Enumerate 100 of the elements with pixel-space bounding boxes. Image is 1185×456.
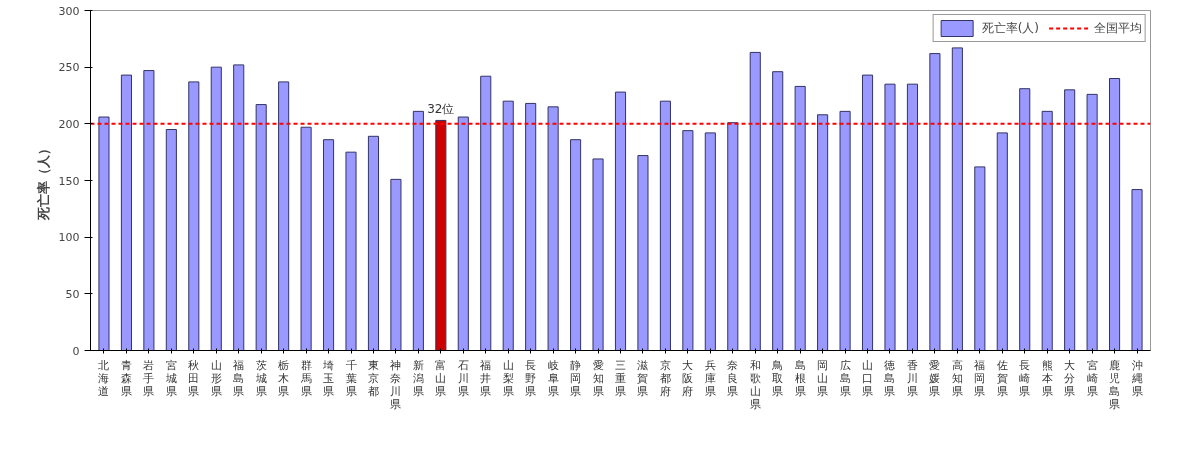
- y-tick-label: 0: [72, 344, 80, 358]
- x-tick-label: 神奈川県: [390, 358, 402, 411]
- x-tick-label: 長野県: [525, 358, 537, 398]
- x-tick-label: 岡山県: [817, 358, 829, 398]
- legend-label: 死亡率(人): [981, 19, 1039, 37]
- bar: [592, 158, 604, 351]
- x-tick-label: 鳥取県: [771, 358, 784, 398]
- x-tick-label: 和歌山県: [749, 358, 761, 411]
- bar: [278, 81, 290, 351]
- x-tick-label: 福島県: [233, 358, 245, 398]
- x-tick-label: 香川県: [906, 358, 918, 398]
- x-tick-label: 福岡県: [974, 358, 986, 398]
- bar: [233, 64, 245, 351]
- x-tick-label: 高知県: [951, 358, 963, 398]
- bar: [367, 135, 380, 351]
- bar: [659, 100, 671, 351]
- y-tick-label: 50: [65, 287, 80, 301]
- legend-label: 全国平均: [1094, 19, 1142, 37]
- bar: [1041, 110, 1053, 351]
- y-axis-title: 死亡率（人）: [35, 141, 51, 221]
- bar: [165, 129, 177, 351]
- x-tick-label: 兵庫県: [704, 358, 716, 398]
- x-tick-label: 愛媛県: [929, 358, 941, 398]
- bar: [525, 102, 537, 351]
- bar: [704, 132, 716, 351]
- bar: [1086, 93, 1098, 351]
- x-tick-label: 宮崎県: [1086, 358, 1098, 398]
- bar: [682, 130, 694, 351]
- bar: [502, 100, 514, 351]
- x-tick-label: 石川県: [457, 358, 469, 398]
- x-tick-label: 長崎県: [1019, 358, 1031, 398]
- bar: [570, 139, 582, 351]
- bar: [390, 178, 402, 351]
- bar: [839, 110, 851, 351]
- x-tick-label: 大分県: [1064, 358, 1076, 398]
- bar: [480, 75, 492, 351]
- bar: [323, 139, 335, 351]
- x-tick-label: 岩手県: [143, 358, 155, 398]
- bar: [98, 116, 110, 351]
- bar: [345, 151, 357, 351]
- x-tick-label: 群馬県: [299, 358, 312, 398]
- x-tick-label: 三重県: [615, 358, 626, 398]
- x-tick-label: 秋田県: [188, 358, 200, 398]
- bar: [727, 122, 739, 351]
- bar: [120, 74, 132, 351]
- bar: [1131, 189, 1143, 351]
- bar: [412, 110, 424, 351]
- x-tick-label: 千葉県: [345, 358, 357, 398]
- x-tick-label: 埼玉県: [322, 358, 335, 398]
- bar: [817, 114, 829, 351]
- y-tick-label: 150: [58, 174, 80, 188]
- bar: [749, 51, 761, 351]
- bar: [255, 104, 267, 351]
- x-tick-label: 山梨県: [502, 358, 514, 398]
- x-tick-label: 東京都: [367, 358, 379, 398]
- bar: [300, 126, 312, 351]
- bar: [435, 119, 447, 351]
- bar: [929, 53, 941, 351]
- x-tick-label: 北海道: [98, 358, 110, 398]
- x-tick-label: 滋賀県: [637, 358, 649, 398]
- x-tick-label: 青森県: [120, 358, 132, 398]
- bar: [188, 81, 200, 351]
- bar: [547, 106, 559, 351]
- x-tick-label: 福井県: [480, 358, 492, 398]
- y-tick-label: 100: [58, 231, 80, 245]
- y-tick-label: 250: [58, 61, 80, 75]
- bar: [457, 116, 469, 351]
- x-tick-label: 山口県: [862, 358, 874, 398]
- x-tick-label: 茨城県: [254, 358, 267, 398]
- bar: [637, 155, 649, 351]
- x-tick-label: 徳島県: [884, 358, 896, 398]
- bar: [884, 83, 896, 351]
- bar: [974, 166, 986, 351]
- x-tick-label: 新潟県: [412, 358, 424, 398]
- x-tick-label: 宮城県: [164, 358, 177, 398]
- bar: [210, 66, 222, 351]
- bar: [1019, 88, 1031, 351]
- x-tick-label: 沖縄県: [1130, 358, 1143, 398]
- bar: [861, 74, 874, 351]
- bar: [772, 71, 784, 351]
- bar: [951, 47, 963, 351]
- x-tick-label: 京都府: [659, 358, 671, 398]
- bar: [614, 91, 627, 351]
- x-tick-label: 奈良県: [727, 358, 739, 398]
- x-tick-label: 大阪府: [682, 358, 694, 398]
- x-tick-label: 島根県: [794, 358, 806, 398]
- x-tick-label: 岐阜県: [547, 358, 559, 398]
- y-tick-label: 300: [58, 4, 80, 18]
- x-tick-label: 富山県: [435, 358, 447, 398]
- x-tick-label: 鹿児島県: [1109, 358, 1121, 411]
- x-tick-label: 広島県: [839, 358, 851, 398]
- x-tick-label: 佐賀県: [996, 358, 1008, 398]
- x-tick-label: 愛知県: [592, 358, 604, 398]
- x-tick-label: 山形県: [210, 358, 222, 398]
- bar: [1064, 89, 1076, 351]
- x-tick-label: 熊本県: [1041, 358, 1053, 398]
- bar: [996, 132, 1008, 351]
- bar: [1109, 78, 1121, 351]
- y-tick-label: 200: [58, 117, 80, 131]
- x-tick-label: 栃木県: [278, 358, 290, 398]
